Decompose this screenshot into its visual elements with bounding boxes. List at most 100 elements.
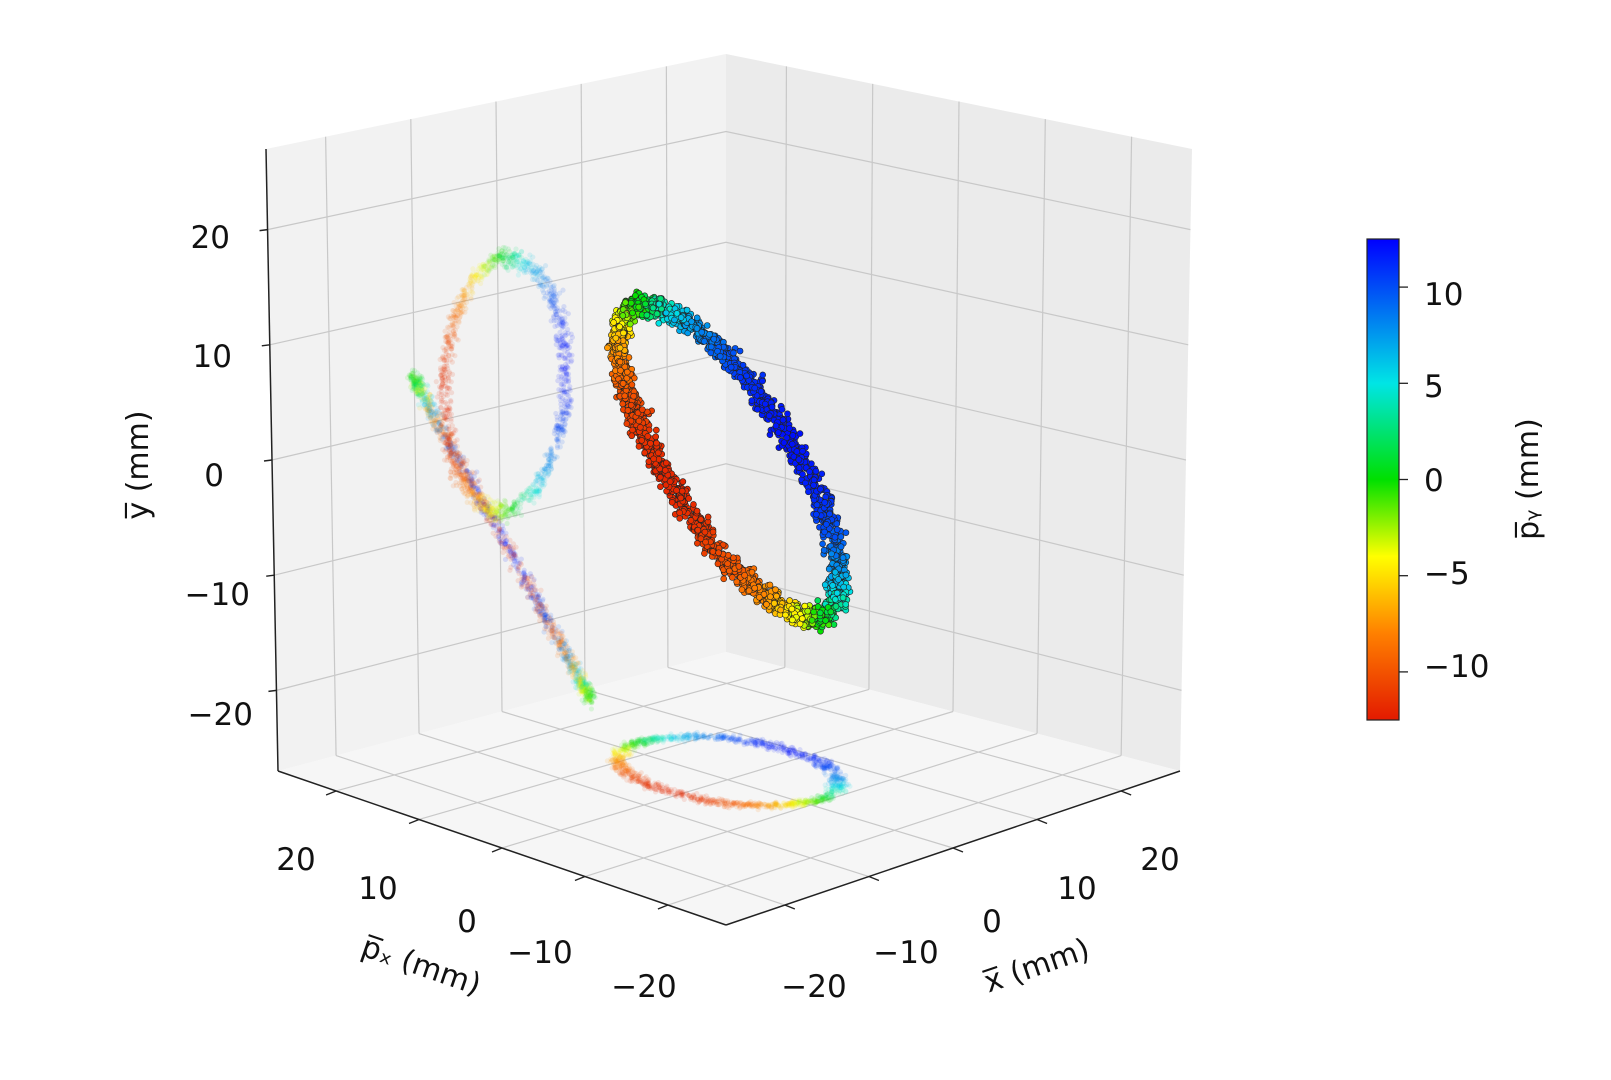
data-point (819, 540, 826, 548)
projection-point (583, 690, 589, 696)
projection-point (537, 613, 544, 619)
projection-point (538, 606, 544, 612)
projection-point (488, 509, 494, 515)
projection-point (422, 389, 428, 395)
projection-point (515, 568, 521, 574)
projection-point (569, 663, 575, 669)
projection-point (473, 500, 479, 507)
projection-point (565, 378, 572, 384)
projection-point (423, 392, 429, 398)
projection-point (557, 290, 563, 296)
projection-point (446, 445, 452, 451)
projection-point (450, 444, 456, 450)
projection-point (493, 514, 499, 521)
projection-point (635, 773, 641, 779)
projection-point (510, 562, 516, 568)
projection-point (584, 693, 591, 700)
projection-point (437, 437, 443, 444)
projection-point (411, 378, 418, 384)
projection-point (446, 378, 452, 384)
projection-point (663, 785, 669, 791)
projection-point (564, 644, 570, 650)
projection-point (551, 635, 557, 641)
projection-point (591, 690, 598, 696)
projection-point (541, 469, 548, 475)
projection-point (636, 738, 642, 744)
projection-point (409, 386, 416, 392)
projection-point (451, 313, 457, 319)
projection-point (489, 508, 496, 514)
projection-point (538, 609, 545, 616)
projection-point (446, 430, 452, 436)
projection-point (533, 603, 539, 609)
gridline (584, 688, 1038, 821)
projection-point (471, 483, 477, 489)
projection-point (414, 378, 420, 384)
projection-point (494, 528, 500, 534)
projection-point (586, 688, 593, 694)
projection-point (752, 802, 758, 809)
projection-point (533, 587, 539, 593)
projection-point (582, 678, 588, 684)
projection-point (548, 615, 554, 621)
projection-point (410, 386, 417, 392)
projection-point (454, 457, 461, 463)
projection-point (573, 655, 579, 661)
projection-point (483, 504, 489, 510)
projection-point (481, 508, 488, 514)
projection-point (578, 688, 584, 695)
projection-point (425, 400, 431, 406)
projection-point (544, 626, 550, 632)
projection-point (432, 421, 438, 427)
projection-point (513, 555, 519, 561)
projection-point (540, 612, 546, 618)
projection-point (419, 398, 426, 404)
projection-point (410, 370, 416, 376)
projection-point (584, 686, 590, 692)
projection-point (493, 523, 499, 529)
projection-point (542, 452, 548, 458)
y-tick-labels: 20 10 0 −10 −20 (185, 220, 253, 733)
projection-point (730, 732, 737, 738)
projection-point (483, 504, 489, 510)
projection-point (475, 491, 481, 497)
projection-point (551, 318, 557, 324)
projection-point (433, 418, 439, 425)
projection-point (543, 617, 549, 623)
projection-point (417, 382, 423, 388)
gridline (952, 101, 960, 712)
projection-point (491, 505, 498, 511)
projection-point (502, 541, 509, 547)
projection-point (564, 659, 570, 665)
projection-point (408, 374, 415, 380)
projection-point (576, 680, 582, 686)
projection-point (502, 541, 508, 547)
projection-point (521, 576, 527, 583)
projection-point (587, 685, 593, 692)
projection-point (413, 386, 419, 392)
projection-point (573, 661, 579, 667)
projection-point (551, 630, 557, 636)
projection-point (507, 548, 513, 554)
projection-point (663, 790, 669, 796)
projection-point (549, 626, 555, 632)
projection-point (437, 356, 443, 363)
projection-point (547, 447, 553, 453)
projection-point (589, 700, 595, 706)
projection-point (563, 641, 569, 647)
projection-point (499, 533, 505, 539)
projection-point (539, 608, 545, 614)
projection-point (576, 683, 583, 689)
y-tick-label: −20 (188, 697, 253, 733)
projection-point (455, 463, 462, 469)
projection-point (416, 389, 423, 396)
projection-point (500, 257, 506, 264)
projection-point (555, 624, 562, 630)
projection-point (502, 556, 509, 563)
y-tick-label: −10 (185, 577, 250, 613)
projection-point (489, 254, 496, 260)
projection-point (519, 570, 525, 576)
projection-point (417, 386, 424, 392)
projection-point (571, 660, 577, 666)
projection-point (578, 675, 584, 681)
